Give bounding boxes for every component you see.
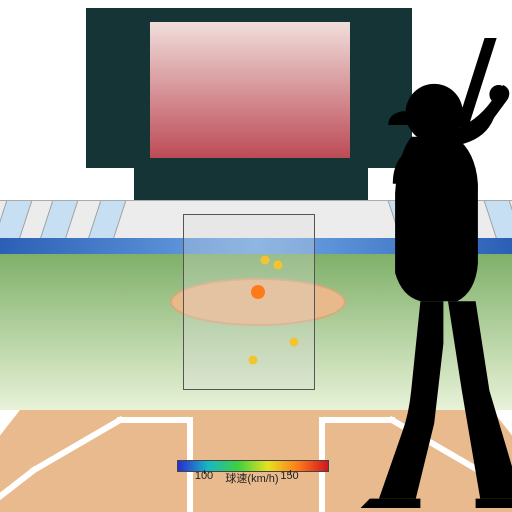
colorbar-tick-label: 150 (280, 470, 298, 482)
pitch-location-dot (251, 285, 265, 299)
pitch-location-dot (261, 256, 270, 265)
strike-zone (183, 214, 315, 390)
pitch-location-dot (274, 261, 283, 270)
pitch-location-dot (290, 338, 299, 347)
pitch-location-dot (249, 356, 258, 365)
baseball-pitch-chart: 100 150球速(km/h) (0, 0, 512, 512)
colorbar-tick-label: 100 (195, 470, 213, 482)
batter-silhouette (310, 38, 512, 508)
colorbar-title: 球速(km/h) (225, 470, 278, 486)
